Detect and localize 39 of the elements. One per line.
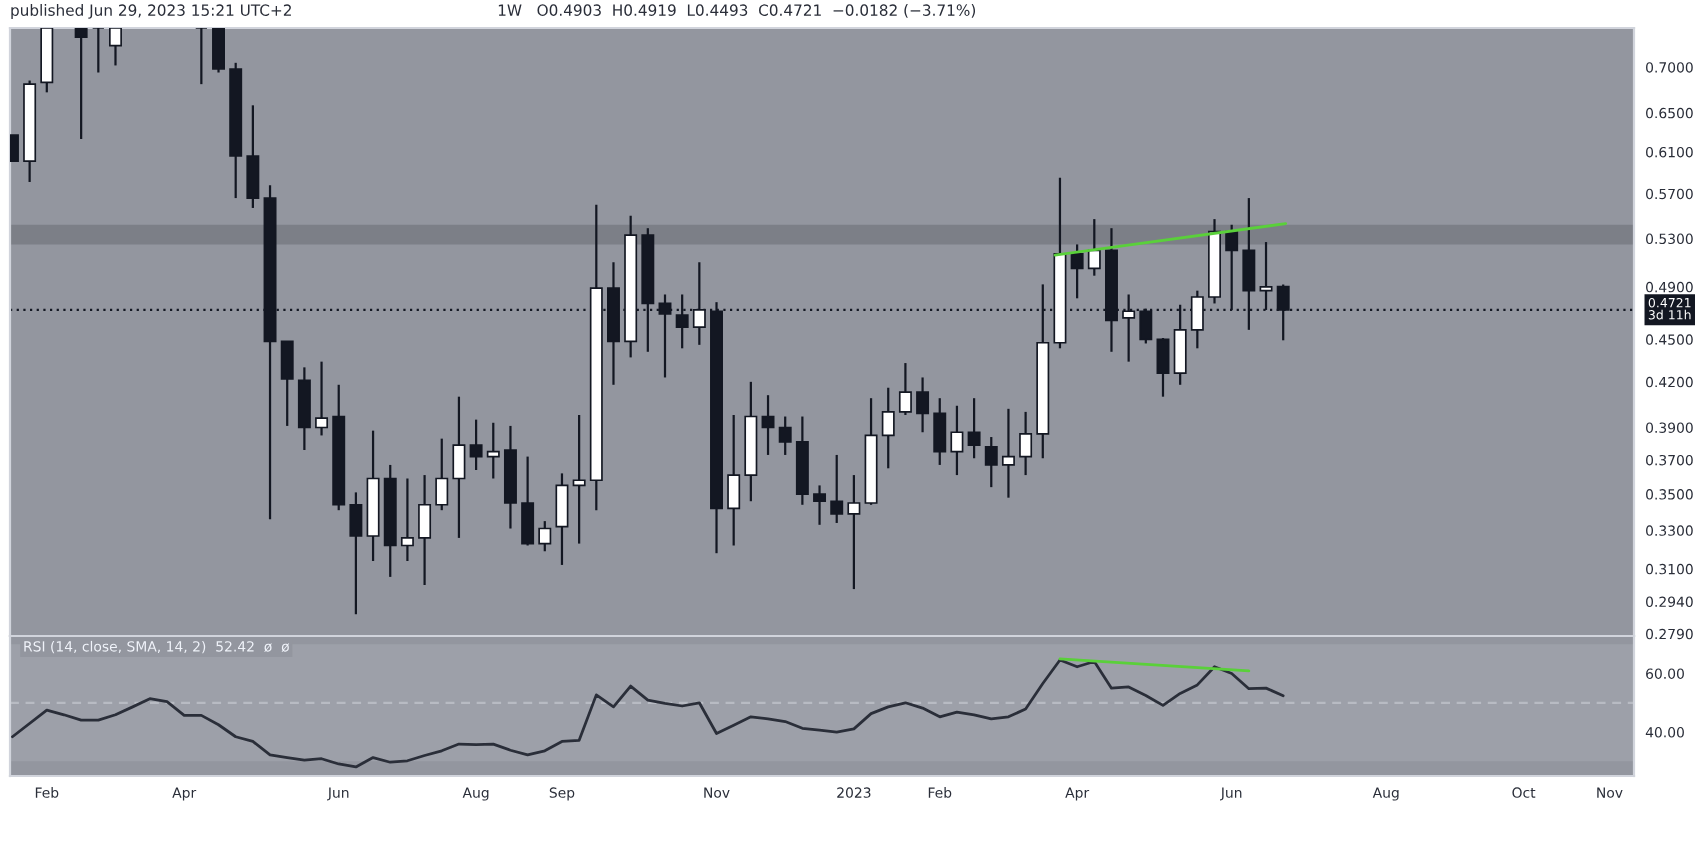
candlestick bbox=[778, 415, 792, 457]
candlestick bbox=[572, 413, 586, 545]
candlestick bbox=[297, 366, 311, 452]
candlestick bbox=[452, 395, 466, 539]
candlestick bbox=[194, 28, 208, 86]
candlestick bbox=[1001, 407, 1015, 499]
candlestick bbox=[435, 437, 449, 512]
candlestick bbox=[212, 28, 225, 74]
candlestick bbox=[315, 360, 329, 437]
candlestick bbox=[555, 472, 569, 567]
candlestick bbox=[881, 386, 895, 470]
candlestick bbox=[1019, 410, 1033, 477]
candlestick bbox=[246, 104, 260, 210]
candlestick bbox=[933, 397, 947, 467]
candlestick bbox=[984, 435, 998, 489]
candlestick bbox=[91, 28, 105, 74]
candlestick bbox=[1156, 336, 1170, 398]
candlestick bbox=[1087, 218, 1101, 277]
candlestick bbox=[521, 455, 535, 547]
candlestick bbox=[1070, 243, 1084, 300]
candlestick bbox=[349, 491, 363, 616]
candlestick bbox=[761, 394, 775, 457]
candlestick bbox=[727, 413, 741, 547]
candlestick bbox=[898, 361, 912, 417]
candlestick bbox=[486, 421, 500, 480]
candlestick bbox=[847, 473, 861, 591]
candlestick bbox=[418, 473, 432, 587]
candlestick bbox=[280, 340, 294, 428]
candlestick bbox=[813, 484, 827, 526]
candlestick bbox=[538, 520, 552, 553]
candlestick bbox=[400, 477, 414, 563]
candlestick bbox=[950, 404, 964, 477]
candlestick bbox=[74, 28, 88, 141]
candlestick bbox=[109, 28, 122, 67]
candlestick bbox=[967, 397, 981, 460]
candlestick bbox=[830, 453, 844, 525]
candlestick bbox=[916, 376, 930, 434]
line-series bbox=[11, 658, 1285, 769]
candlestick bbox=[469, 418, 483, 472]
